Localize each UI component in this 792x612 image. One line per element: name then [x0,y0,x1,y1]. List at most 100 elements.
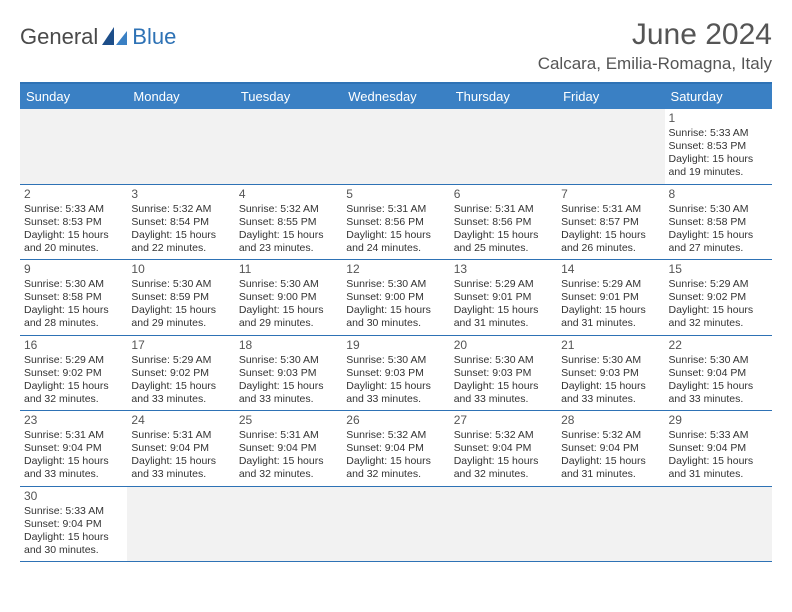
sunset-text: Sunset: 8:53 PM [669,140,768,153]
day-number: 18 [239,338,338,353]
daylight-text: Daylight: 15 hours [131,380,230,393]
daylight-text: and 31 minutes. [561,468,660,481]
day-number: 4 [239,187,338,202]
calendar-day-blank [127,487,234,562]
day-number: 27 [454,413,553,428]
sunset-text: Sunset: 8:56 PM [346,216,445,229]
sunrise-text: Sunrise: 5:32 AM [239,203,338,216]
calendar-day-blank [20,109,127,184]
calendar-week: 30Sunrise: 5:33 AMSunset: 9:04 PMDayligh… [20,487,772,563]
sunset-text: Sunset: 8:56 PM [454,216,553,229]
calendar-day: 7Sunrise: 5:31 AMSunset: 8:57 PMDaylight… [557,185,664,260]
title-block: June 2024 Calcara, Emilia-Romagna, Italy [538,18,772,74]
daylight-text: Daylight: 15 hours [454,380,553,393]
sunset-text: Sunset: 8:58 PM [669,216,768,229]
sunrise-text: Sunrise: 5:31 AM [239,429,338,442]
daylight-text: and 19 minutes. [669,166,768,179]
calendar-day: 21Sunrise: 5:30 AMSunset: 9:03 PMDayligh… [557,336,664,411]
daylight-text: and 33 minutes. [669,393,768,406]
sunset-text: Sunset: 9:04 PM [669,367,768,380]
sunset-text: Sunset: 9:04 PM [454,442,553,455]
day-number: 8 [669,187,768,202]
day-number: 5 [346,187,445,202]
day-number: 12 [346,262,445,277]
calendar-week: 1Sunrise: 5:33 AMSunset: 8:53 PMDaylight… [20,109,772,185]
daylight-text: and 26 minutes. [561,242,660,255]
sunrise-text: Sunrise: 5:30 AM [346,354,445,367]
day-number: 3 [131,187,230,202]
weekday-header: Friday [557,84,664,109]
calendar: SundayMondayTuesdayWednesdayThursdayFrid… [20,82,772,562]
month-title: June 2024 [538,18,772,52]
day-number: 30 [24,489,123,504]
calendar-week: 16Sunrise: 5:29 AMSunset: 9:02 PMDayligh… [20,336,772,412]
daylight-text: Daylight: 15 hours [669,455,768,468]
daylight-text: Daylight: 15 hours [131,229,230,242]
day-number: 28 [561,413,660,428]
day-number: 19 [346,338,445,353]
sunset-text: Sunset: 9:02 PM [24,367,123,380]
header-bar: General Blue June 2024 Calcara, Emilia-R… [20,18,772,74]
calendar-day: 13Sunrise: 5:29 AMSunset: 9:01 PMDayligh… [450,260,557,335]
day-number: 9 [24,262,123,277]
sunrise-text: Sunrise: 5:30 AM [239,278,338,291]
calendar-day: 4Sunrise: 5:32 AMSunset: 8:55 PMDaylight… [235,185,342,260]
brand-sail-icon [102,25,128,50]
sunrise-text: Sunrise: 5:31 AM [24,429,123,442]
calendar-day-blank [450,487,557,562]
sunrise-text: Sunrise: 5:32 AM [454,429,553,442]
daylight-text: Daylight: 15 hours [239,455,338,468]
sunrise-text: Sunrise: 5:33 AM [24,505,123,518]
daylight-text: and 32 minutes. [669,317,768,330]
sunrise-text: Sunrise: 5:30 AM [561,354,660,367]
day-number: 11 [239,262,338,277]
calendar-day: 16Sunrise: 5:29 AMSunset: 9:02 PMDayligh… [20,336,127,411]
daylight-text: Daylight: 15 hours [131,455,230,468]
day-number: 23 [24,413,123,428]
daylight-text: and 28 minutes. [24,317,123,330]
sunset-text: Sunset: 9:04 PM [24,442,123,455]
sunrise-text: Sunrise: 5:30 AM [669,354,768,367]
weekday-header-row: SundayMondayTuesdayWednesdayThursdayFrid… [20,84,772,109]
calendar-day-blank [665,487,772,562]
daylight-text: Daylight: 15 hours [454,455,553,468]
daylight-text: Daylight: 15 hours [346,380,445,393]
sunset-text: Sunset: 9:02 PM [131,367,230,380]
sunset-text: Sunset: 9:04 PM [669,442,768,455]
daylight-text: and 32 minutes. [24,393,123,406]
calendar-day: 19Sunrise: 5:30 AMSunset: 9:03 PMDayligh… [342,336,449,411]
day-number: 15 [669,262,768,277]
sunset-text: Sunset: 8:57 PM [561,216,660,229]
sunset-text: Sunset: 9:03 PM [239,367,338,380]
daylight-text: and 30 minutes. [346,317,445,330]
daylight-text: and 33 minutes. [239,393,338,406]
daylight-text: Daylight: 15 hours [561,229,660,242]
brand-text-2: Blue [132,24,176,50]
daylight-text: Daylight: 15 hours [669,229,768,242]
daylight-text: Daylight: 15 hours [239,380,338,393]
calendar-day-blank [235,487,342,562]
day-number: 14 [561,262,660,277]
calendar-day: 12Sunrise: 5:30 AMSunset: 9:00 PMDayligh… [342,260,449,335]
calendar-day: 23Sunrise: 5:31 AMSunset: 9:04 PMDayligh… [20,411,127,486]
daylight-text: Daylight: 15 hours [669,304,768,317]
daylight-text: Daylight: 15 hours [346,455,445,468]
day-number: 6 [454,187,553,202]
daylight-text: Daylight: 15 hours [561,455,660,468]
daylight-text: Daylight: 15 hours [131,304,230,317]
daylight-text: Daylight: 15 hours [669,153,768,166]
calendar-day: 25Sunrise: 5:31 AMSunset: 9:04 PMDayligh… [235,411,342,486]
calendar-day: 24Sunrise: 5:31 AMSunset: 9:04 PMDayligh… [127,411,234,486]
sunset-text: Sunset: 9:01 PM [561,291,660,304]
calendar-day-blank [342,109,449,184]
daylight-text: and 23 minutes. [239,242,338,255]
daylight-text: and 33 minutes. [131,468,230,481]
calendar-day-blank [342,487,449,562]
weekday-header: Thursday [450,84,557,109]
brand-text-1: General [20,24,98,50]
day-number: 13 [454,262,553,277]
calendar-day: 15Sunrise: 5:29 AMSunset: 9:02 PMDayligh… [665,260,772,335]
day-number: 2 [24,187,123,202]
daylight-text: and 20 minutes. [24,242,123,255]
sunset-text: Sunset: 9:00 PM [346,291,445,304]
